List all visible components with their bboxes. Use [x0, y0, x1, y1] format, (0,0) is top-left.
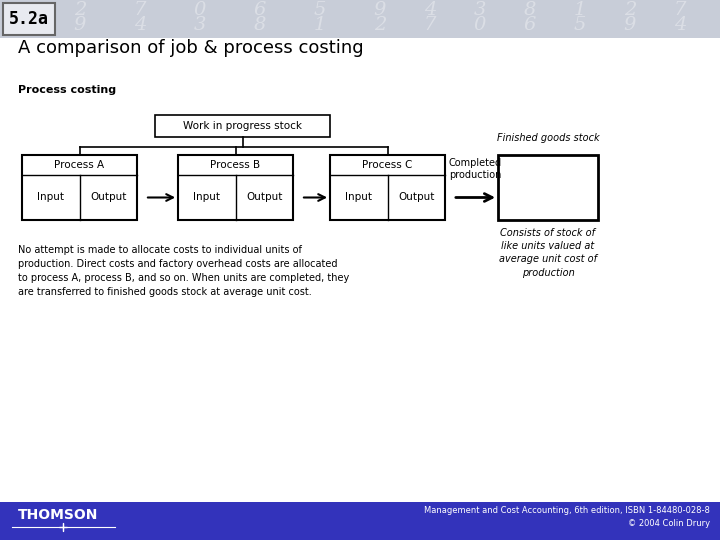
Text: 7: 7 — [424, 16, 436, 34]
Bar — [3, 3, 55, 35]
Text: Output: Output — [90, 192, 127, 202]
Text: 7: 7 — [674, 1, 686, 19]
Text: 5: 5 — [574, 16, 586, 34]
Text: 2: 2 — [624, 1, 636, 19]
Text: 2: 2 — [74, 1, 86, 19]
Text: 9: 9 — [374, 1, 386, 19]
Text: 4: 4 — [134, 16, 146, 34]
Text: Output: Output — [398, 192, 434, 202]
Text: 5: 5 — [314, 1, 326, 19]
Text: 1: 1 — [314, 16, 326, 34]
Text: Process B: Process B — [210, 160, 261, 170]
Text: Input: Input — [346, 192, 372, 202]
Text: 7: 7 — [134, 1, 146, 19]
Text: THOMSON: THOMSON — [18, 508, 99, 522]
Text: 6: 6 — [254, 1, 266, 19]
Text: 8: 8 — [524, 1, 536, 19]
Text: Process A: Process A — [55, 160, 104, 170]
Text: 6: 6 — [524, 16, 536, 34]
Text: Management and Cost Accounting, 6th edition, ISBN 1-84480-028-8
© 2004 Colin Dru: Management and Cost Accounting, 6th edit… — [424, 506, 710, 528]
Text: Completed
production: Completed production — [449, 158, 502, 179]
Text: Work in progress stock: Work in progress stock — [183, 121, 302, 131]
Text: 4: 4 — [674, 16, 686, 34]
Bar — [22, 155, 137, 220]
Text: Finished goods stock: Finished goods stock — [497, 133, 599, 143]
Bar — [155, 115, 330, 137]
Text: 5.2a: 5.2a — [9, 10, 49, 28]
Text: 0: 0 — [474, 16, 486, 34]
Text: 0: 0 — [194, 1, 206, 19]
Bar — [0, 502, 720, 540]
Text: Output: Output — [246, 192, 282, 202]
Text: 2: 2 — [374, 16, 386, 34]
Text: 9: 9 — [74, 16, 86, 34]
Text: No attempt is made to allocate costs to individual units of
production. Direct c: No attempt is made to allocate costs to … — [18, 245, 349, 297]
Text: 9: 9 — [624, 16, 636, 34]
Text: Process costing: Process costing — [18, 85, 116, 95]
Bar — [178, 155, 293, 220]
Text: A comparison of job & process costing: A comparison of job & process costing — [18, 39, 364, 57]
Bar — [0, 0, 720, 38]
Text: Consists of stock of
like units valued at
average unit cost of
production: Consists of stock of like units valued a… — [499, 228, 597, 278]
Text: 8: 8 — [254, 16, 266, 34]
Text: 4: 4 — [424, 1, 436, 19]
Bar — [330, 155, 445, 220]
Bar — [498, 155, 598, 220]
Text: 1: 1 — [574, 1, 586, 19]
Text: Process C: Process C — [362, 160, 413, 170]
Text: Input: Input — [193, 192, 220, 202]
Text: 3: 3 — [474, 1, 486, 19]
Text: Input: Input — [37, 192, 64, 202]
Text: 3: 3 — [194, 16, 206, 34]
